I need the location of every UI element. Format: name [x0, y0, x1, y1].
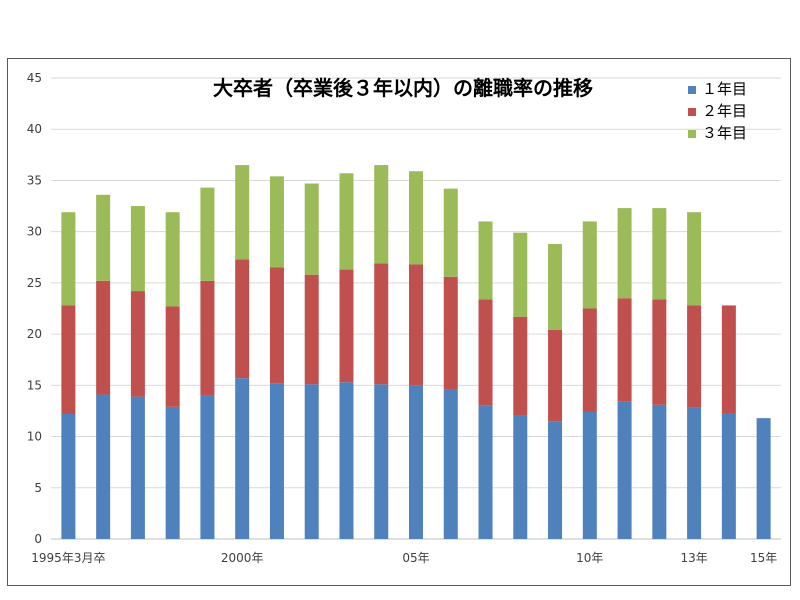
bar-segment-2: [409, 264, 423, 386]
bar-segment-2: [652, 299, 667, 405]
bar-segment-1: [409, 385, 423, 539]
bar-segment-3: [235, 165, 250, 260]
bar-segment-2: [582, 308, 597, 412]
x-tick-label: 05年: [402, 551, 429, 565]
bar-segment-1: [269, 383, 284, 539]
bars: [61, 165, 771, 539]
x-tick-label: 1995年3月卒: [31, 551, 105, 565]
bar-segment-1: [478, 405, 493, 539]
y-tick-label: 40: [27, 122, 42, 136]
bar-segment-1: [721, 412, 736, 539]
y-tick-label: 15: [27, 378, 42, 392]
y-axis-ticks: 0 5 10 15 20 25 30 35 40 45: [27, 71, 42, 546]
bar-segment-2: [548, 330, 563, 422]
bar-segment-1: [513, 415, 528, 539]
y-tick-label: 30: [27, 225, 42, 239]
bar-segment-2: [617, 298, 632, 402]
bar-segment-3: [582, 221, 597, 309]
bar-segment-3: [548, 243, 563, 331]
bar-segment-2: [165, 306, 180, 407]
bar-segment-2: [96, 280, 111, 395]
bar-segment-3: [96, 194, 111, 281]
y-tick-label: 10: [27, 430, 42, 444]
bar-segment-1: [687, 407, 702, 539]
bar-segment-2: [235, 259, 250, 379]
bar-segment-3: [374, 165, 389, 264]
y-tick-label: 5: [34, 481, 42, 495]
bar-segment-2: [304, 274, 319, 385]
bar-segment-3: [513, 232, 528, 317]
y-tick-label: 45: [27, 71, 42, 85]
bar-segment-1: [61, 414, 76, 539]
legend: １年目 ２年目 ３年目: [688, 80, 747, 142]
bar-segment-1: [582, 411, 597, 539]
bar-segment-3: [269, 176, 284, 268]
y-tick-label: 35: [27, 173, 42, 187]
legend-label: １年目: [702, 80, 747, 98]
bar-segment-2: [61, 305, 76, 415]
bar-segment-1: [617, 401, 632, 539]
bar-segment-3: [165, 212, 180, 307]
bar-segment-1: [756, 418, 771, 539]
y-tick-label: 20: [27, 327, 42, 341]
bar-segment-3: [617, 208, 632, 299]
legend-label: ２年目: [702, 102, 747, 120]
bar-segment-1: [304, 384, 319, 539]
bar-segment-3: [478, 221, 493, 300]
bar-segment-3: [443, 188, 458, 277]
y-tick-label: 0: [34, 532, 42, 546]
bar-segment-3: [61, 212, 76, 306]
x-tick-label: 10年: [576, 551, 603, 565]
legend-swatch: [688, 86, 696, 94]
bar-segment-1: [374, 384, 389, 539]
x-axis-ticks: 1995年3月卒 2000年 05年 10年 13年 15年: [31, 551, 777, 565]
legend-swatch: [688, 130, 696, 138]
x-tick-label: 13年: [680, 551, 707, 565]
x-tick-label: 15年: [750, 551, 777, 565]
bar-segment-3: [304, 183, 319, 275]
bar-segment-3: [130, 206, 145, 292]
bar-segment-1: [130, 396, 145, 539]
bar-segment-3: [200, 187, 215, 281]
legend-swatch: [688, 108, 696, 116]
chart-frame: 0 5 10 15 20 25 30 35 40 45 1995年3月卒 2000年 05年 10年 13…: [7, 58, 791, 586]
bar-segment-3: [652, 208, 667, 300]
bar-segment-2: [513, 316, 528, 416]
bar-segment-2: [687, 305, 702, 408]
bar-segment-2: [200, 280, 215, 396]
bar-segment-1: [652, 404, 667, 539]
bar-segment-1: [96, 394, 111, 539]
bar-segment-1: [235, 378, 250, 539]
bar-segment-2: [130, 291, 145, 397]
legend-label: ３年目: [702, 124, 747, 142]
bar-segment-3: [339, 173, 354, 270]
bar-segment-2: [478, 299, 493, 406]
bar-segment-1: [339, 382, 354, 539]
bar-segment-3: [687, 212, 702, 306]
bar-segment-1: [443, 389, 458, 539]
bar-segment-1: [165, 406, 180, 539]
bar-segment-2: [339, 269, 354, 383]
bar-segment-2: [443, 276, 458, 390]
stacked-bar-chart: 0 5 10 15 20 25 30 35 40 45 1995年3月卒 2000年 05年 10年 13…: [27, 71, 781, 565]
bar-segment-1: [548, 421, 563, 539]
x-tick-label: 2000年: [221, 551, 264, 565]
chart-title: 大卒者（卒業後３年以内）の離職率の推移: [213, 76, 593, 100]
y-tick-label: 25: [27, 276, 42, 290]
bar-segment-2: [269, 267, 284, 384]
bar-segment-3: [409, 171, 423, 265]
bar-segment-2: [374, 263, 389, 385]
bar-segment-1: [200, 395, 215, 539]
bar-segment-2: [721, 305, 736, 413]
